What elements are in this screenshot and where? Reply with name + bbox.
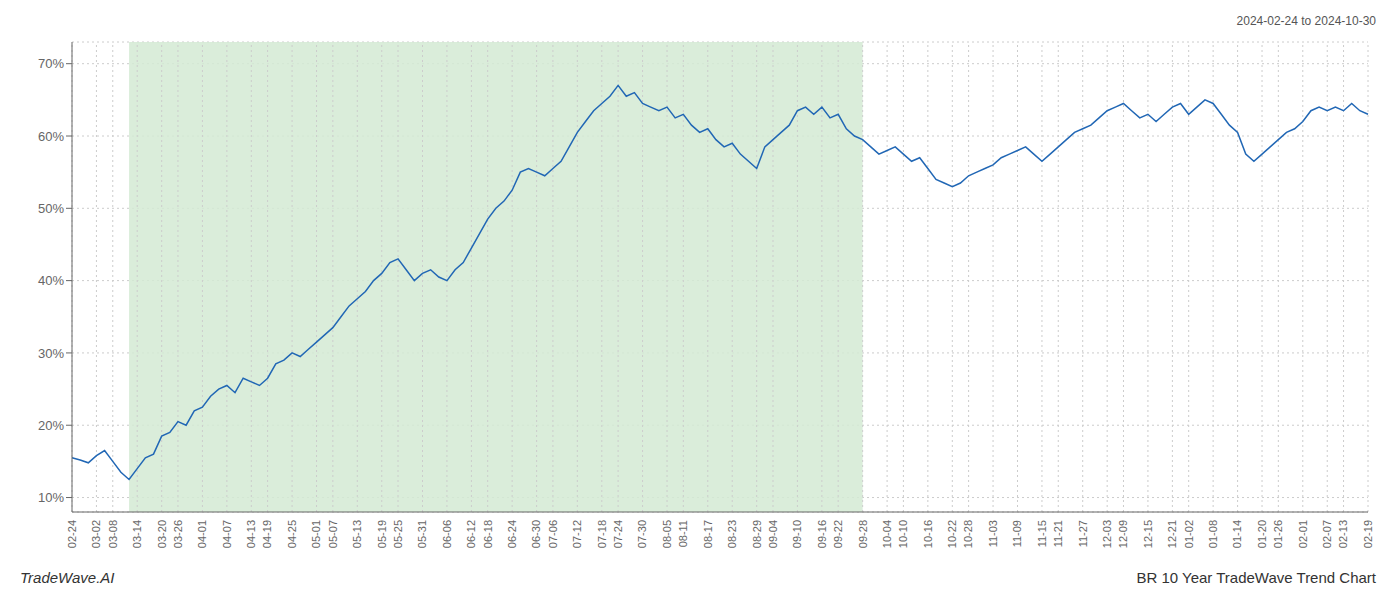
svg-text:08-11: 08-11 (677, 520, 689, 547)
html-text:BR 10 Year TradeWave Trend Cha: BR 10 Year TradeWave Trend Chart (1136, 569, 1376, 586)
svg-text:06-30: 06-30 (530, 520, 542, 548)
svg-text:03-08: 03-08 (107, 520, 119, 548)
svg-text:02-01: 02-01 (1297, 520, 1309, 548)
svg-text:08-17: 08-17 (702, 520, 714, 548)
svg-text:03-20: 03-20 (156, 520, 168, 548)
svg-text:05-25: 05-25 (392, 520, 404, 548)
svg-text:08-05: 08-05 (661, 520, 673, 548)
svg-text:04-01: 04-01 (196, 520, 208, 548)
svg-text:04-25: 04-25 (286, 520, 298, 548)
svg-text:50%: 50% (38, 201, 64, 216)
svg-text:02-19: 02-19 (1362, 520, 1374, 548)
svg-text:02-07: 02-07 (1321, 520, 1333, 548)
svg-text:11-03: 11-03 (987, 520, 999, 547)
svg-text:07-24: 07-24 (612, 520, 624, 548)
svg-text:01-26: 01-26 (1272, 520, 1284, 548)
svg-text:12-03: 12-03 (1101, 520, 1113, 548)
svg-text:11-21: 11-21 (1052, 520, 1064, 547)
svg-text:10-04: 10-04 (881, 520, 893, 548)
svg-text:09-10: 09-10 (791, 520, 803, 548)
svg-text:70%: 70% (38, 56, 64, 71)
svg-text:10-16: 10-16 (922, 520, 934, 548)
svg-text:01-14: 01-14 (1231, 520, 1243, 548)
svg-text:06-06: 06-06 (441, 520, 453, 548)
svg-text:12-09: 12-09 (1117, 520, 1129, 548)
html-text:2024-02-24 to 2024-10-30: 2024-02-24 to 2024-10-30 (1236, 14, 1376, 28)
svg-text:10%: 10% (38, 490, 64, 505)
svg-text:05-19: 05-19 (376, 520, 388, 548)
svg-text:01-08: 01-08 (1207, 520, 1219, 548)
svg-text:05-13: 05-13 (351, 520, 363, 548)
svg-text:10-28: 10-28 (962, 520, 974, 548)
svg-text:12-15: 12-15 (1142, 520, 1154, 548)
svg-text:06-24: 06-24 (506, 520, 518, 548)
svg-text:11-27: 11-27 (1077, 520, 1089, 547)
svg-text:03-02: 03-02 (90, 520, 102, 548)
svg-text:40%: 40% (38, 273, 64, 288)
svg-text:04-19: 04-19 (261, 520, 273, 548)
svg-text:20%: 20% (38, 418, 64, 433)
svg-text:07-30: 07-30 (636, 520, 648, 548)
svg-text:07-06: 07-06 (547, 520, 559, 548)
svg-text:05-07: 05-07 (327, 520, 339, 548)
svg-text:05-31: 05-31 (416, 520, 428, 548)
svg-text:30%: 30% (38, 346, 64, 361)
svg-text:01-20: 01-20 (1256, 520, 1268, 548)
svg-text:09-28: 09-28 (856, 520, 868, 548)
svg-text:06-12: 06-12 (465, 520, 477, 548)
html-text:TradeWave.AI: TradeWave.AI (20, 569, 115, 586)
svg-text:07-18: 07-18 (596, 520, 608, 548)
svg-text:02-24: 02-24 (66, 520, 78, 548)
svg-text:04-07: 04-07 (221, 520, 233, 548)
svg-text:09-16: 09-16 (816, 520, 828, 548)
svg-text:01-02: 01-02 (1183, 520, 1195, 548)
svg-text:11-15: 11-15 (1036, 520, 1048, 547)
svg-text:04-13: 04-13 (245, 520, 257, 548)
svg-text:05-01: 05-01 (310, 520, 322, 548)
svg-text:60%: 60% (38, 129, 64, 144)
svg-text:07-12: 07-12 (571, 520, 583, 548)
svg-text:09-04: 09-04 (767, 520, 779, 548)
svg-text:09-22: 09-22 (832, 520, 844, 548)
svg-text:10-10: 10-10 (897, 520, 909, 548)
svg-text:08-29: 08-29 (751, 520, 763, 548)
svg-text:06-18: 06-18 (482, 520, 494, 548)
svg-text:03-26: 03-26 (172, 520, 184, 548)
svg-text:08-23: 08-23 (726, 520, 738, 548)
svg-text:02-13: 02-13 (1337, 520, 1349, 548)
svg-text:12-21: 12-21 (1166, 520, 1178, 548)
svg-text:11-09: 11-09 (1011, 520, 1023, 547)
svg-text:10-22: 10-22 (946, 520, 958, 548)
svg-text:03-14: 03-14 (131, 520, 143, 548)
